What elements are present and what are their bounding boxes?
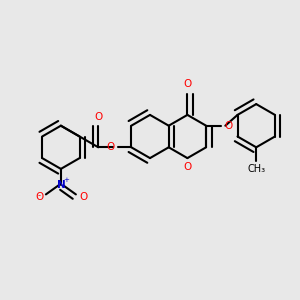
Text: O: O [106, 142, 114, 152]
Text: O: O [183, 162, 191, 172]
Text: N: N [56, 180, 65, 190]
Text: +: + [63, 177, 69, 183]
Text: CH₃: CH₃ [247, 164, 265, 174]
Text: O: O [183, 80, 191, 89]
Text: O: O [94, 112, 102, 122]
Text: O: O [225, 121, 233, 131]
Text: -: - [38, 191, 40, 200]
Text: O: O [79, 192, 87, 203]
Text: O: O [35, 192, 44, 203]
